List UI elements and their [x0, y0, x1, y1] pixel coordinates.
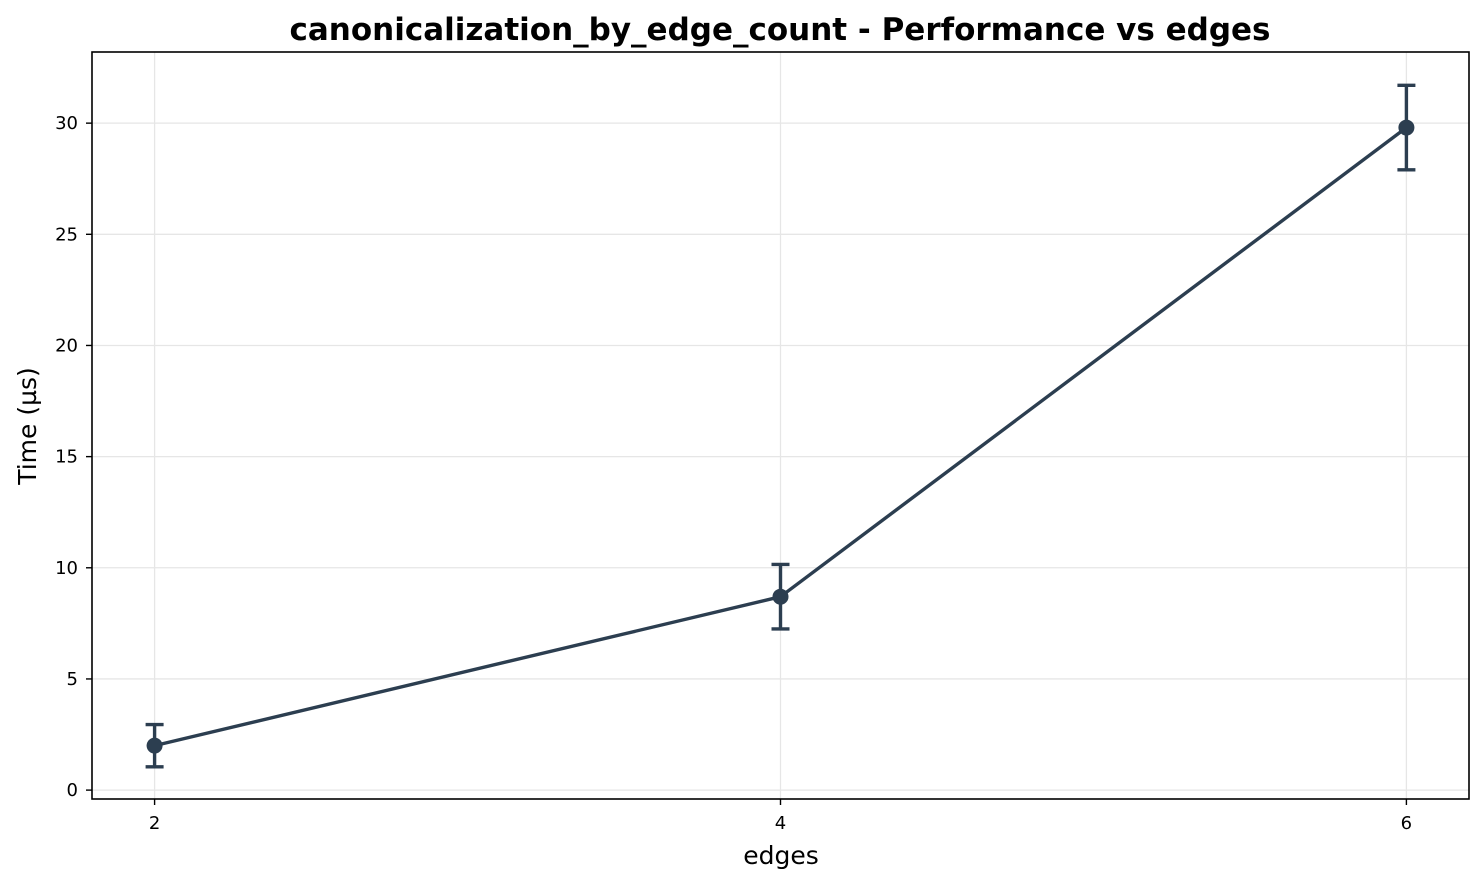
data-point — [772, 588, 789, 605]
series-layer — [145, 83, 1416, 769]
y-axis-label: Time (µs) — [13, 367, 42, 486]
y-tick-label: 15 — [55, 447, 78, 468]
data-point — [1398, 119, 1415, 136]
grid — [92, 52, 1469, 799]
data-point — [146, 737, 163, 754]
y-tick-label: 5 — [67, 669, 78, 690]
y-tick-label: 20 — [55, 335, 78, 356]
chart-title: canonicalization_by_edge_count - Perform… — [289, 12, 1270, 48]
y-tick-label: 10 — [55, 558, 78, 579]
x-tick-label: 2 — [149, 813, 160, 834]
x-tick-label: 4 — [775, 813, 786, 834]
ticks: 0 5 10 15 20 25 30 2 4 6 — [55, 113, 1412, 834]
x-tick-label: 6 — [1401, 813, 1412, 834]
x-axis-label: edges — [743, 841, 819, 870]
plot-area-frame — [91, 51, 1470, 800]
y-tick-label: 25 — [55, 224, 78, 245]
y-tick-label: 0 — [67, 780, 78, 801]
y-tick-label: 30 — [55, 113, 78, 134]
